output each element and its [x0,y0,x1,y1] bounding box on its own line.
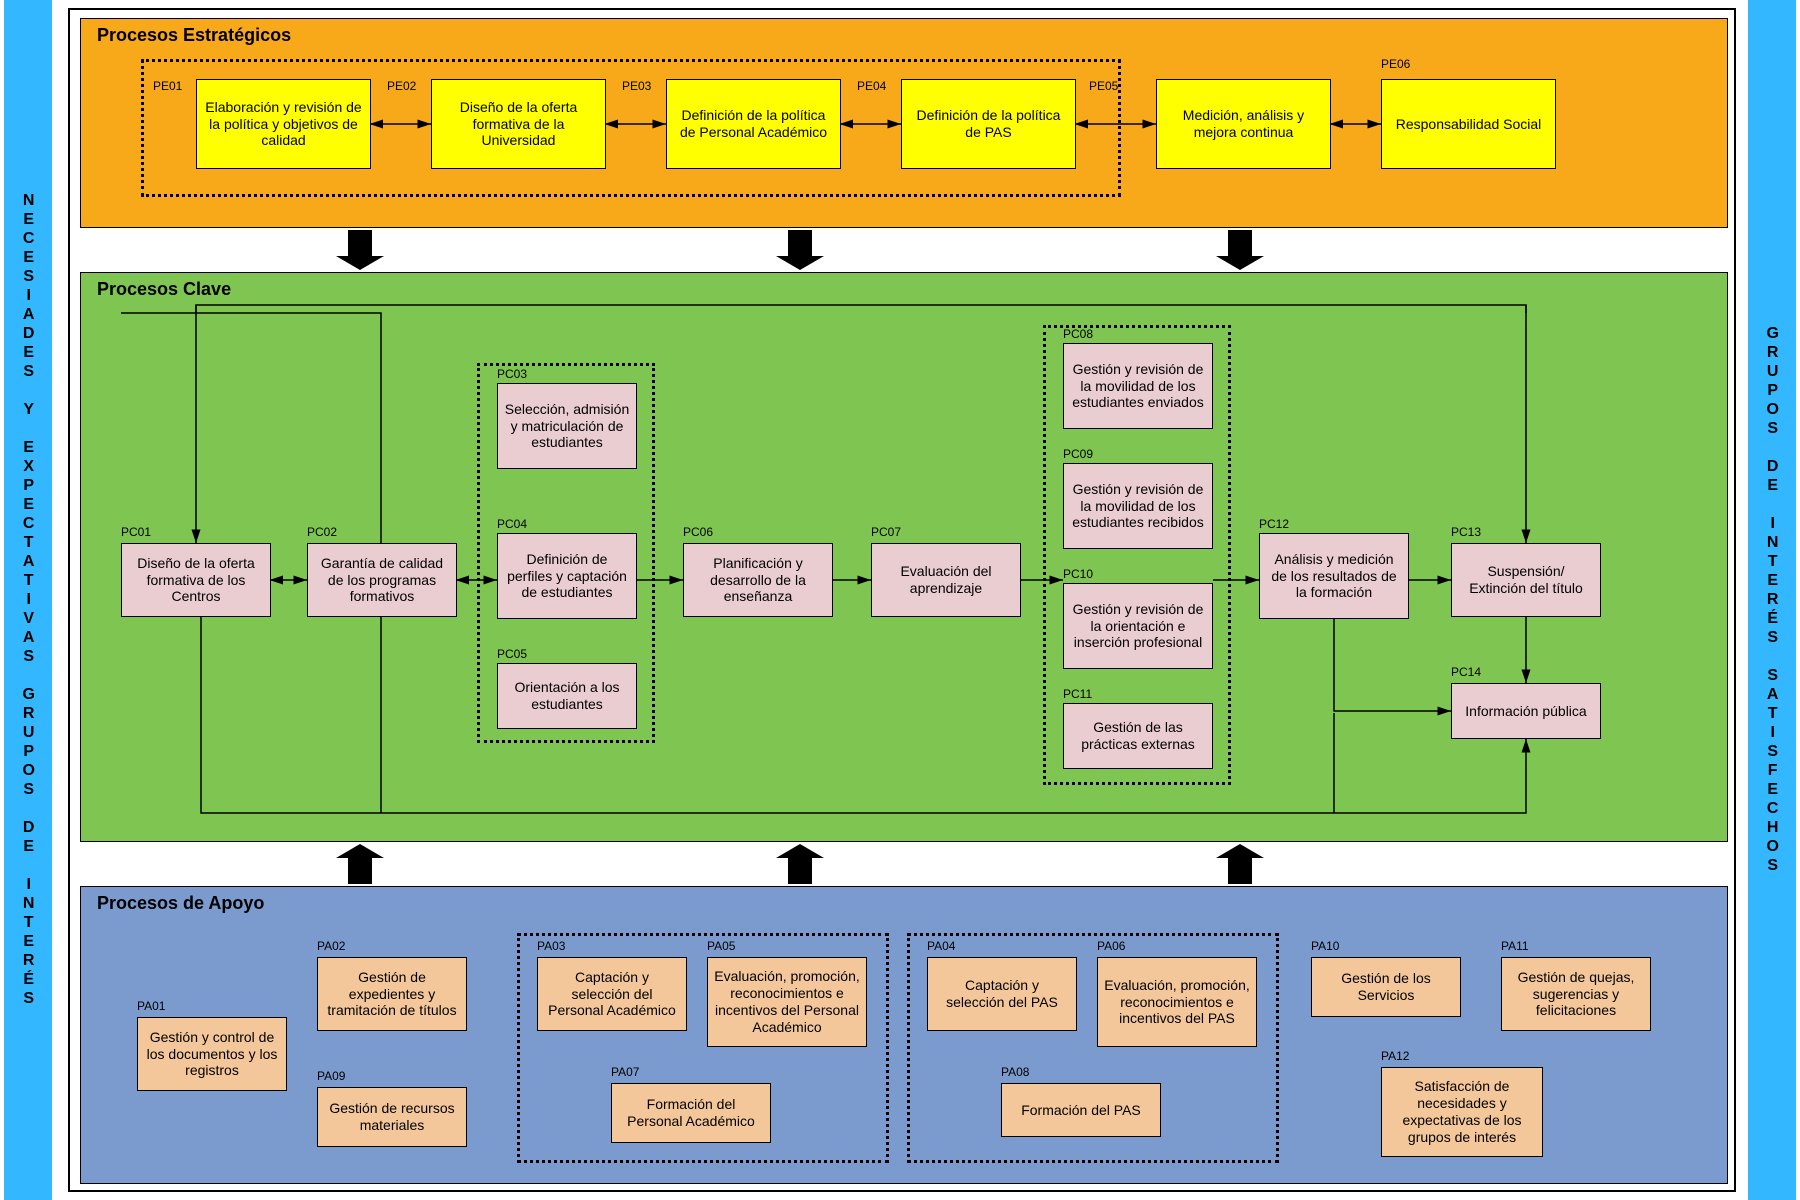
process-box-pa09: Gestión de recursos materiales [317,1087,467,1147]
process-code-pe03: PE03 [622,79,651,93]
process-box-pc11: Gestión de las prácticas externas [1063,703,1213,769]
process-code-pa07: PA07 [611,1065,639,1079]
process-box-pc12: Análisis y medición de los resultados de… [1259,533,1409,619]
process-code-pc11: PC11 [1063,687,1092,701]
process-box-pc08: Gestión y revisión de la movilidad de lo… [1063,343,1213,429]
sidebar-right: GRUPOS DE INTERÉS SATISFECHOS [1748,0,1796,1200]
process-code-pc02: PC02 [307,525,337,539]
process-code-pe02: PE02 [387,79,416,93]
process-box-pa07: Formación del Personal Académico [611,1083,771,1143]
process-box-pa02: Gestión de expedientes y tramitación de … [317,957,467,1031]
process-box-pe06: Responsabilidad Social [1381,79,1556,169]
process-box-pc03: Selección, admisión y matriculación de e… [497,383,637,469]
process-box-pe05: Medición, análisis y mejora continua [1156,79,1331,169]
process-code-pe06: PE06 [1381,57,1410,71]
process-code-pc14: PC14 [1451,665,1481,679]
process-code-pc10: PC10 [1063,567,1093,581]
process-box-pc10: Gestión y revisión de la orientación e i… [1063,583,1213,669]
process-code-pc05: PC05 [497,647,527,661]
group-pc-title: Procesos Clave [97,279,231,300]
process-code-pa06: PA06 [1097,939,1125,953]
process-code-pa01: PA01 [137,999,165,1013]
process-code-pc04: PC04 [497,517,527,531]
process-box-pa04: Captación y selección del PAS [927,957,1077,1031]
process-code-pa03: PA03 [537,939,565,953]
process-code-pc01: PC01 [121,525,151,539]
process-box-pc09: Gestión y revisión de la movilidad de lo… [1063,463,1213,549]
process-code-pa09: PA09 [317,1069,345,1083]
process-code-pc09: PC09 [1063,447,1093,461]
group-procesos-estrategicos: Procesos Estratégicos Elaboración y revi… [80,18,1728,228]
process-code-pa05: PA05 [707,939,735,953]
process-box-pa06: Evaluación, promoción, reconocimientos e… [1097,957,1257,1047]
diagram-root: NECESIADES Y EXPECTATIVAS GRUPOS DE INTE… [0,0,1800,1200]
process-box-pa03: Captación y selección del Personal Acadé… [537,957,687,1031]
process-code-pc06: PC06 [683,525,713,539]
process-code-pe01: PE01 [153,79,182,93]
main-canvas: Procesos Estratégicos Elaboración y revi… [68,8,1736,1192]
group-procesos-apoyo: Procesos de Apoyo Gestión y control de l… [80,886,1728,1184]
process-box-pc07: Evaluación del aprendizaje [871,543,1021,617]
process-code-pc12: PC12 [1259,517,1289,531]
process-code-pa04: PA04 [927,939,955,953]
group-pa-title: Procesos de Apoyo [97,893,264,914]
process-code-pe04: PE04 [857,79,886,93]
group-procesos-clave: Procesos Clave Diseño de la oferta forma… [80,272,1728,842]
process-box-pa12: Satisfacción de necesidades y expectativ… [1381,1067,1543,1157]
process-box-pc05: Orientación a los estudiantes [497,663,637,729]
process-code-pe05: PE05 [1089,79,1118,93]
sidebar-right-label: GRUPOS DE INTERÉS SATISFECHOS [1763,325,1781,876]
process-code-pc08: PC08 [1063,327,1093,341]
sidebar-left-label: NECESIADES Y EXPECTATIVAS GRUPOS DE INTE… [19,192,37,1009]
process-code-pa08: PA08 [1001,1065,1029,1079]
process-box-pa08: Formación del PAS [1001,1083,1161,1137]
group-pe-title: Procesos Estratégicos [97,25,291,46]
process-code-pc03: PC03 [497,367,527,381]
process-box-pa11: Gestión de quejas, sugerencias y felicit… [1501,957,1651,1031]
process-box-pc04: Definición de perfiles y captación de es… [497,533,637,619]
process-box-pc01: Diseño de la oferta formativa de los Cen… [121,543,271,617]
process-box-pa01: Gestión y control de los documentos y lo… [137,1017,287,1091]
process-box-pc13: Suspensión/ Extinción del título [1451,543,1601,617]
process-code-pa02: PA02 [317,939,345,953]
process-box-pc06: Planificación y desarrollo de la enseñan… [683,543,833,617]
process-code-pc07: PC07 [871,525,901,539]
process-code-pa12: PA12 [1381,1049,1409,1063]
sidebar-left: NECESIADES Y EXPECTATIVAS GRUPOS DE INTE… [4,0,52,1200]
process-code-pc13: PC13 [1451,525,1481,539]
process-box-pe02: Diseño de la oferta formativa de la Univ… [431,79,606,169]
process-code-pa10: PA10 [1311,939,1339,953]
process-box-pe03: Definición de la política de Personal Ac… [666,79,841,169]
process-box-pa05: Evaluación, promoción, reconocimientos e… [707,957,867,1047]
process-code-pa11: PA11 [1501,939,1529,953]
process-box-pe04: Definición de la política de PAS [901,79,1076,169]
process-box-pe01: Elaboración y revisión de la política y … [196,79,371,169]
process-box-pa10: Gestión de los Servicios [1311,957,1461,1017]
process-box-pc14: Información pública [1451,683,1601,739]
process-box-pc02: Garantía de calidad de los programas for… [307,543,457,617]
